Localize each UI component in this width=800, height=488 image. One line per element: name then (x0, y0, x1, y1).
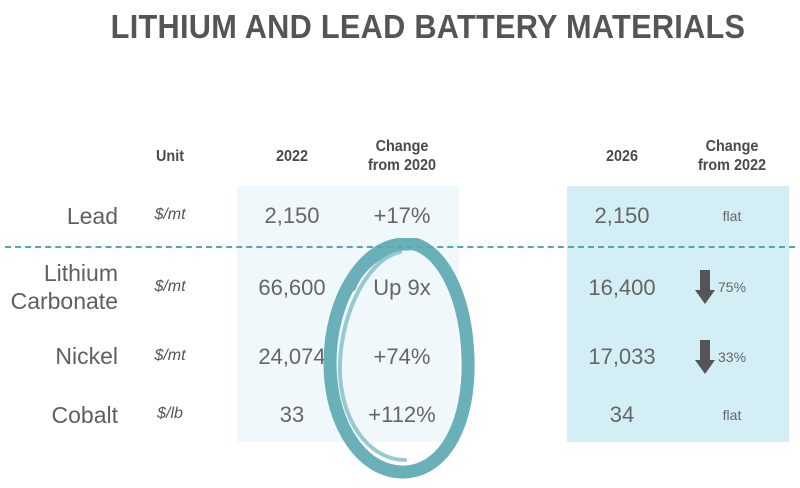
row-unit-nickel: $/mt (154, 347, 186, 364)
cell-lithium-change-2022-value: 75% (718, 279, 747, 295)
cell-nickel-change-2020: +74% (373, 344, 431, 369)
header-unit: Unit (155, 148, 184, 165)
down-arrow-icon (695, 340, 715, 374)
cell-nickel-change-2022-value: 33% (718, 349, 747, 365)
row-label-lithium-carbonate: Lithium Carbonate (0, 259, 118, 315)
cell-lithium-2022: 66,600 (258, 275, 326, 300)
cell-nickel-2022: 24,074 (258, 344, 326, 369)
header-change-2022-line1: Change (705, 138, 759, 155)
header-change-2020-line2: from 2020 (367, 157, 437, 174)
header-change-2022-line2: from 2022 (697, 157, 767, 174)
header-change-2022: Change from 2022 (678, 137, 786, 175)
row-label-cobalt: Cobalt (51, 402, 118, 428)
cell-cobalt-2022: 33 (279, 402, 305, 427)
row-label-lithium: Lithium (43, 260, 118, 286)
page-title: LITHIUM AND LEAD BATTERY MATERIALS (110, 8, 746, 45)
cell-lithium-change-2020: Up 9x (373, 275, 431, 300)
down-arrow-icon (695, 270, 715, 304)
header-2022: 2022 (275, 148, 309, 165)
cell-lead-2022: 2,150 (264, 203, 320, 228)
cell-lead-change-2020: +17% (373, 203, 431, 228)
cell-nickel-2026: 17,033 (588, 344, 656, 369)
header-change-2020: Change from 2020 (348, 137, 456, 175)
highlight-circle (323, 238, 475, 479)
row-unit-lithium: $/mt (154, 278, 186, 295)
cell-lead-2026: 2,150 (594, 203, 650, 228)
row-unit-lead: $/mt (154, 206, 186, 223)
cell-lead-change-2022: flat (722, 208, 742, 224)
cell-cobalt-2026: 34 (609, 402, 635, 427)
row-label-carbonate: Carbonate (10, 288, 118, 314)
cell-cobalt-change-2022: flat (722, 407, 742, 423)
column-band-2026 (567, 186, 789, 442)
cell-lithium-2026: 16,400 (588, 275, 656, 300)
cell-nickel-change-2022: 33% (695, 340, 746, 374)
row-label-lead: Lead (66, 203, 118, 229)
row-label-nickel: Nickel (55, 343, 118, 369)
cell-lithium-change-2022: 75% (695, 270, 746, 304)
cell-cobalt-change-2020: +112% (368, 402, 436, 427)
header-2026: 2026 (605, 148, 639, 165)
header-change-2020-line1: Change (375, 138, 429, 155)
row-unit-cobalt: $/lb (157, 405, 183, 422)
